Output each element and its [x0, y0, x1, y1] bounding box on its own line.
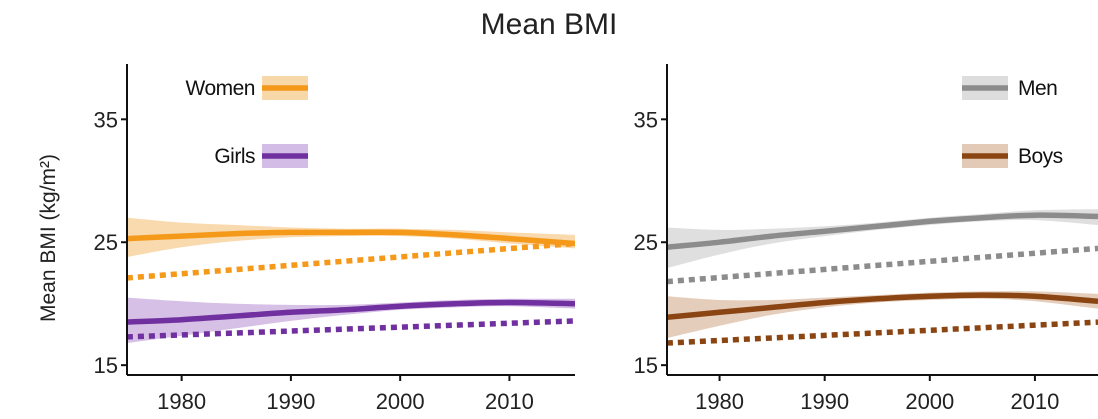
x-tick-label: 2010: [1010, 389, 1059, 414]
girls-dashed-line: [127, 318, 575, 340]
plot-area: [667, 209, 1098, 346]
x-tick-label: 2000: [376, 389, 425, 414]
y-tick-label: 25: [94, 230, 118, 255]
y-tick-label: 25: [634, 230, 658, 255]
x-tick-label: 2000: [905, 389, 954, 414]
men-series-line: [667, 212, 1098, 250]
boys-series-line: [667, 292, 1098, 320]
girls-legend-label: Girls: [214, 145, 255, 168]
chart-title: Mean BMI: [480, 8, 618, 41]
x-tick-label: 1980: [157, 389, 206, 414]
legend: Women Girls: [186, 76, 308, 168]
boys-dashed-line: [667, 319, 1098, 346]
girls-series-line: [127, 299, 575, 325]
x-tick-label: 1990: [800, 389, 849, 414]
girls-uncertainty-band: [127, 297, 575, 343]
legend: Men Boys: [962, 76, 1063, 168]
panel-right: 15 25 35 1980 1990 2000 2010 Men Boys: [634, 64, 1098, 414]
boys-uncertainty-band: [667, 291, 1098, 339]
y-axis-label: Mean BMI (kg/m²): [37, 154, 60, 322]
y-tick-label: 15: [634, 353, 658, 378]
y-tick-label: 15: [94, 353, 118, 378]
boys-legend-label: Boys: [1018, 145, 1063, 168]
women-uncertainty-band: [127, 217, 575, 257]
women-dashed-line: [127, 240, 575, 281]
women-legend-label: Women: [186, 77, 255, 100]
panel-left: 15 25 35 1980 1990 2000 2010 Women Girls: [94, 64, 575, 414]
women-series-line: [127, 229, 575, 247]
x-tick-label: 1980: [695, 389, 744, 414]
men-legend-label: Men: [1018, 77, 1057, 100]
x-tick-label: 1990: [266, 389, 315, 414]
y-tick-label: 35: [94, 107, 118, 132]
y-tick-label: 35: [634, 107, 658, 132]
plot-area: [127, 217, 575, 343]
men-dashed-line: [667, 245, 1098, 285]
x-tick-label: 2010: [485, 389, 534, 414]
